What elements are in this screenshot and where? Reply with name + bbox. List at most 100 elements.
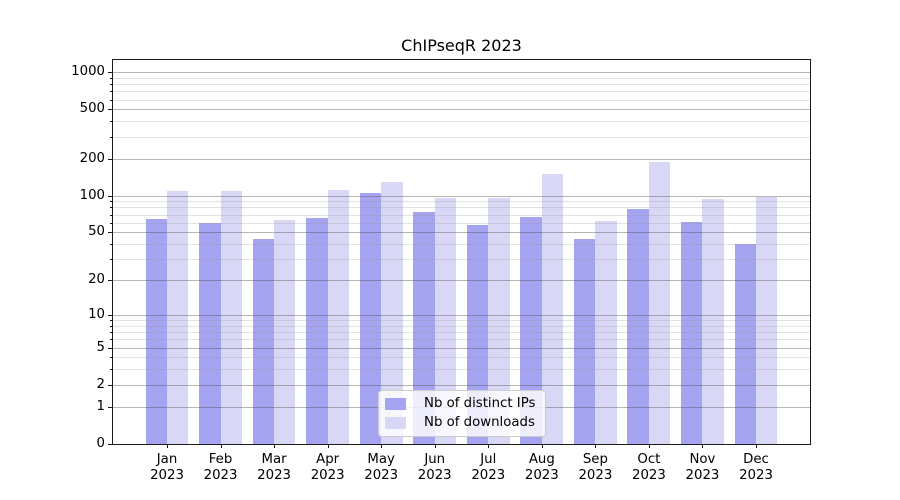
x-tick-mark — [541, 444, 543, 448]
y-tick-mark-minor — [110, 339, 112, 341]
gridline-major — [113, 347, 810, 349]
x-tick-mark — [274, 444, 276, 448]
gridline-minor — [113, 214, 810, 216]
y-tick-mark-minor — [110, 244, 112, 246]
gridline-major — [113, 195, 810, 197]
bar-nb-of-downloads-mar — [274, 220, 296, 444]
y-tick-mark — [108, 195, 112, 197]
gridline-minor — [113, 136, 810, 138]
y-tick-mark — [108, 347, 112, 349]
y-tick-mark-minor — [110, 201, 112, 203]
bars-layer — [113, 60, 810, 444]
y-tick-mark-minor — [110, 136, 112, 138]
bar-nb-of-distinct-ips-mar — [252, 239, 275, 444]
gridline-major — [113, 158, 810, 160]
gridline-minor — [113, 369, 810, 371]
gridline-major — [113, 232, 810, 234]
bar-nb-of-downloads-apr — [327, 189, 350, 444]
y-tick-mark — [108, 406, 112, 408]
bar-nb-of-distinct-ips-may — [359, 193, 382, 444]
y-tick-mark-minor — [110, 214, 112, 216]
bar-nb-of-distinct-ips-jun — [413, 211, 435, 444]
bar-nb-of-downloads-nov — [702, 198, 724, 444]
gridline-minor — [113, 320, 810, 322]
y-tick-mark-minor — [110, 84, 112, 86]
y-tick-label: 1000 — [71, 64, 105, 80]
bar-nb-of-downloads-may — [381, 181, 403, 444]
gridline-major — [113, 72, 810, 74]
gridline-minor — [113, 222, 810, 224]
x-tick-label: Mar 2023 — [257, 452, 291, 483]
gridline-minor — [113, 77, 810, 79]
y-tick-label: 5 — [96, 339, 105, 355]
bar-nb-of-distinct-ips-sep — [573, 239, 596, 444]
y-tick-mark — [108, 444, 112, 445]
bar-nb-of-downloads-dec — [756, 197, 778, 444]
y-tick-mark — [108, 232, 112, 234]
x-tick-mark — [381, 444, 383, 448]
bar-nb-of-downloads-jan — [167, 191, 189, 444]
y-tick-mark — [108, 158, 112, 160]
x-tick-label: Dec 2023 — [739, 452, 773, 483]
legend-item: Nb of distinct IPs — [385, 396, 535, 412]
bar-nb-of-distinct-ips-apr — [306, 217, 328, 444]
plot-area — [112, 59, 811, 445]
y-tick-label: 200 — [79, 150, 105, 166]
legend-label: Nb of distinct IPs — [424, 396, 536, 411]
x-tick-mark — [488, 444, 490, 448]
x-tick-mark — [648, 444, 650, 448]
bar-nb-of-distinct-ips-jul — [466, 225, 489, 444]
x-tick-label: Aug 2023 — [524, 452, 559, 483]
gridline-minor — [113, 201, 810, 203]
gridline-minor — [113, 244, 810, 246]
bar-nb-of-downloads-jul — [488, 197, 510, 444]
y-tick-label: 0 — [96, 436, 105, 451]
gridline-minor — [113, 207, 810, 209]
x-tick-mark — [327, 444, 329, 448]
x-tick-mark — [167, 444, 168, 448]
y-tick-mark-minor — [110, 332, 112, 334]
x-tick-mark — [434, 444, 436, 448]
x-tick-mark — [595, 444, 597, 448]
legend-label: Nb of downloads — [424, 415, 535, 430]
y-tick-mark-minor — [110, 357, 112, 359]
bar-nb-of-downloads-sep — [595, 221, 617, 444]
bar-nb-of-downloads-aug — [541, 173, 564, 444]
y-tick-mark-minor — [110, 91, 112, 93]
x-tick-label: Apr 2023 — [310, 452, 345, 483]
y-tick-label: 50 — [88, 224, 105, 240]
bar-nb-of-distinct-ips-dec — [734, 244, 756, 444]
legend-swatch-icon — [385, 417, 406, 429]
bar-nb-of-downloads-feb — [220, 191, 242, 444]
bar-nb-of-distinct-ips-oct — [627, 208, 649, 444]
x-tick-label: Sep 2023 — [578, 452, 613, 483]
y-tick-mark — [108, 109, 112, 111]
gridline-minor — [113, 332, 810, 334]
y-tick-label: 20 — [88, 272, 105, 288]
x-tick-label: Jan 2023 — [150, 452, 184, 483]
y-tick-mark-minor — [110, 99, 112, 101]
y-tick-mark-minor — [110, 77, 112, 79]
gridline-major — [113, 109, 810, 111]
y-tick-mark-minor — [110, 320, 112, 322]
gridline-major — [113, 384, 810, 386]
x-tick-label: May 2023 — [364, 452, 399, 483]
bar-nb-of-distinct-ips-nov — [681, 221, 703, 444]
y-tick-mark-minor — [110, 222, 112, 224]
y-tick-label: 100 — [79, 187, 105, 203]
x-tick-mark — [220, 444, 222, 448]
y-tick-mark-minor — [110, 325, 112, 327]
x-tick-label: Feb 2023 — [203, 452, 238, 483]
y-tick-label: 500 — [79, 101, 105, 117]
gridline-major — [113, 314, 810, 316]
grid-layer — [113, 60, 810, 444]
bar-nb-of-distinct-ips-jan — [145, 219, 167, 444]
x-tick-label: Jun 2023 — [417, 452, 452, 483]
y-tick-label: 10 — [88, 306, 105, 322]
gridline-minor — [113, 259, 810, 261]
y-tick-mark-minor — [110, 369, 112, 371]
y-tick-label: 1 — [96, 398, 105, 414]
x-tick-mark — [702, 444, 704, 448]
bar-nb-of-downloads-oct — [648, 162, 671, 444]
gridline-minor — [113, 84, 810, 86]
